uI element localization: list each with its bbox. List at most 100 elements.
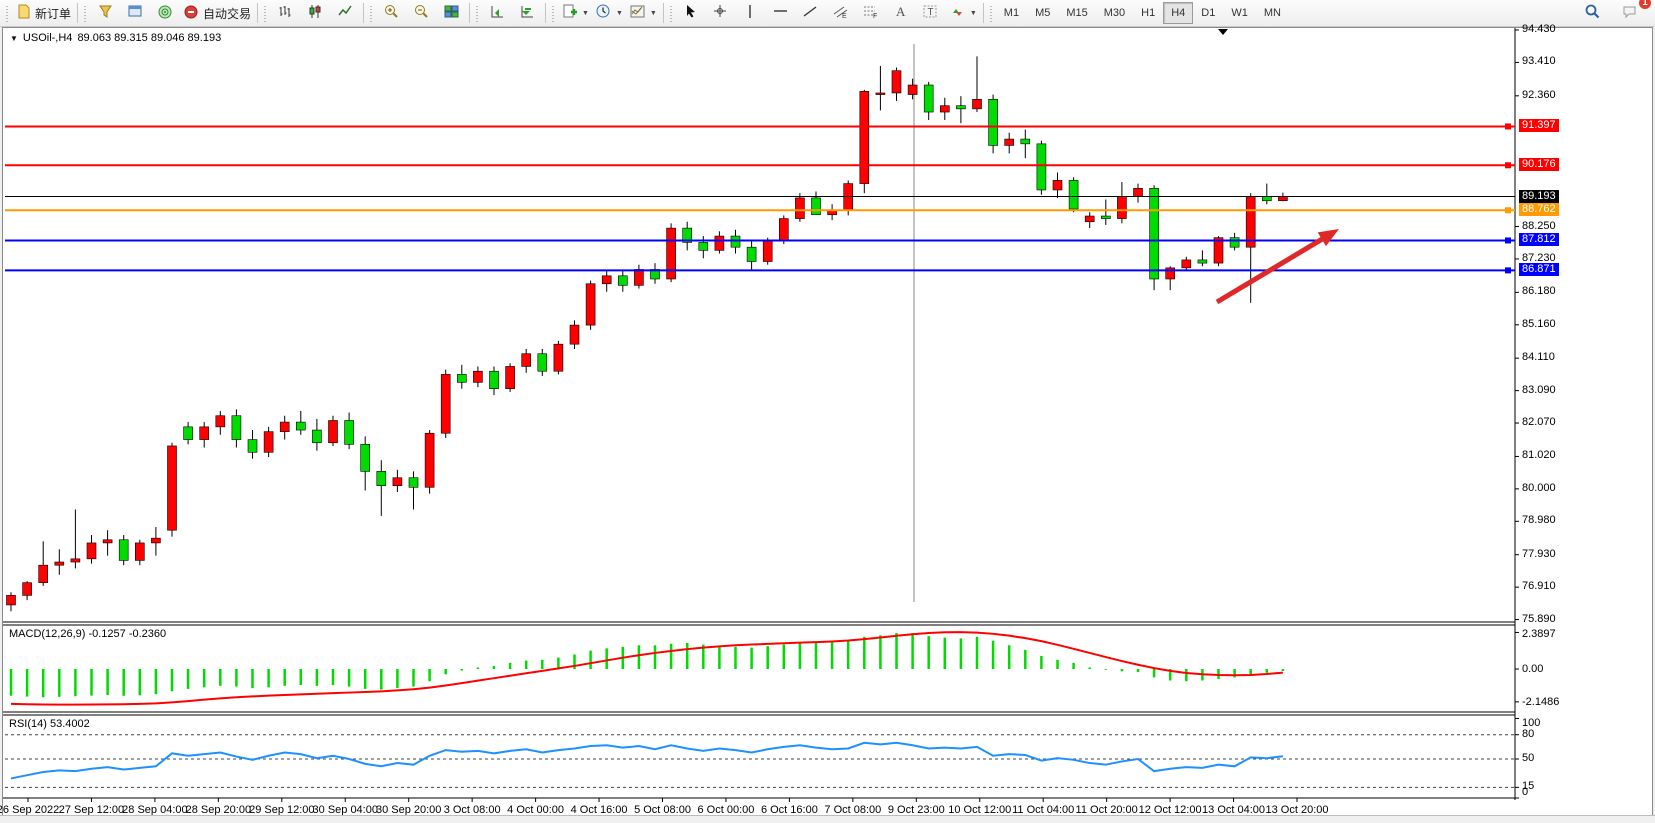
vline-button[interactable] bbox=[736, 1, 766, 25]
notifications-button[interactable]: 1 bbox=[1615, 0, 1651, 25]
timeframe-h4-button[interactable]: H4 bbox=[1163, 2, 1194, 24]
timeframe-m30-button[interactable]: M30 bbox=[1103, 7, 1126, 19]
toolbar-drag-handle[interactable] bbox=[988, 4, 994, 22]
new-order-icon bbox=[15, 3, 32, 23]
date-axis-tick: 28 Sep 20:00 bbox=[185, 804, 252, 816]
dropdown-arrow-icon[interactable]: ▼ bbox=[969, 9, 977, 17]
price-axis-tick: 94.430 bbox=[1522, 23, 1556, 35]
price-axis-tick: 88.250 bbox=[1522, 219, 1556, 232]
date-axis-tick: 13 Oct 04:00 bbox=[1202, 804, 1266, 816]
zoom-out-button[interactable] bbox=[406, 1, 436, 25]
trendline-icon bbox=[802, 3, 819, 23]
toolbar-drag-handle[interactable] bbox=[263, 4, 269, 22]
dropdown-arrow-icon[interactable]: ▼ bbox=[582, 9, 589, 17]
timeframe-h1-button[interactable]: H1 bbox=[1141, 7, 1156, 19]
symbol-label: ▼ USOil-,H4 89.063 89.315 89.046 89.193 bbox=[10, 32, 221, 44]
candle-chart-button[interactable] bbox=[300, 1, 330, 25]
market-watch-button[interactable] bbox=[120, 1, 150, 25]
new-order-button-label: 新订单 bbox=[35, 6, 72, 21]
date-axis-tick: 7 Oct 08:00 bbox=[824, 804, 882, 816]
macd-axis-tick: 2.3897 bbox=[1522, 628, 1556, 640]
toolbar-drag-handle[interactable] bbox=[475, 4, 481, 22]
toolbar-drag-handle[interactable] bbox=[369, 4, 375, 22]
chart-shift-button[interactable] bbox=[512, 1, 542, 25]
fibonacci-button[interactable]: F bbox=[856, 1, 886, 25]
radar-button[interactable] bbox=[150, 1, 180, 25]
fibonacci-icon: F bbox=[862, 3, 879, 23]
tile-windows-button[interactable] bbox=[436, 1, 466, 25]
vline-icon bbox=[742, 3, 759, 23]
auto-trading-button[interactable]: 自动交易 bbox=[180, 1, 254, 25]
date-axis-tick: 27 Sep 12:00 bbox=[58, 804, 125, 816]
chart-canvas[interactable]: ▼ USOil-,H4 89.063 89.315 89.046 89.193 … bbox=[0, 23, 1653, 816]
timeframe-m5-button[interactable]: M5 bbox=[1035, 7, 1051, 19]
toolbar-separator bbox=[257, 3, 259, 23]
rsi-axis-tick: 15 bbox=[1522, 780, 1535, 793]
search-button[interactable] bbox=[1577, 1, 1607, 25]
date-axis-tick: 26 Sep 2022 bbox=[0, 804, 60, 816]
date-axis-tick: 4 Oct 16:00 bbox=[570, 804, 628, 816]
macd-axis-tick: -2.1486 bbox=[1522, 695, 1560, 708]
trend-arrow bbox=[1215, 234, 1329, 305]
bar-chart-icon bbox=[277, 3, 294, 23]
add-indicator-button[interactable]: ▼ bbox=[558, 1, 592, 25]
crosshair-button[interactable] bbox=[706, 1, 736, 25]
radar-icon bbox=[157, 3, 174, 23]
arrows-button[interactable]: ▼ bbox=[946, 1, 980, 25]
label-button[interactable]: T bbox=[916, 1, 946, 25]
timeframe-m1-button[interactable]: M1 bbox=[1003, 7, 1020, 19]
auto-scroll-icon bbox=[489, 3, 506, 23]
auto-scroll-button[interactable] bbox=[482, 1, 512, 25]
text-button[interactable]: A bbox=[886, 1, 916, 25]
date-axis-tick: 6 Oct 16:00 bbox=[760, 804, 818, 816]
timeframe-w1-button[interactable]: W1 bbox=[1231, 7, 1248, 19]
symbol-ohlc-values: 89.063 89.315 89.046 89.193 bbox=[77, 32, 222, 44]
cursor-button[interactable] bbox=[676, 1, 706, 25]
templates-button[interactable]: ▼ bbox=[626, 1, 660, 25]
trendline-button[interactable] bbox=[796, 1, 826, 25]
toolbar-drag-handle[interactable] bbox=[5, 4, 10, 22]
funnel-button[interactable] bbox=[90, 1, 120, 25]
rsi-axis-tick: 50 bbox=[1522, 752, 1535, 764]
rsi-line bbox=[10, 741, 1284, 780]
text-icon: A bbox=[892, 3, 909, 23]
date-axis-tick: 4 Oct 00:00 bbox=[507, 804, 565, 816]
arrows-icon bbox=[949, 3, 966, 23]
svg-text:A: A bbox=[896, 4, 906, 19]
toolbar-drag-handle[interactable] bbox=[551, 4, 557, 22]
label-icon: T bbox=[922, 3, 939, 23]
date-axis-tick: 29 Sep 12:00 bbox=[249, 804, 315, 816]
channel-button[interactable]: E bbox=[826, 1, 856, 25]
new-order-button[interactable]: 新订单 bbox=[12, 1, 74, 25]
timeframe-d1-button[interactable]: D1 bbox=[1201, 7, 1216, 19]
symbol-dropdown-icon[interactable]: ▼ bbox=[10, 33, 18, 43]
date-axis-tick: 9 Oct 23:00 bbox=[887, 804, 945, 816]
bar-chart-button[interactable] bbox=[270, 1, 300, 25]
date-axis-tick: 5 Oct 08:00 bbox=[634, 804, 691, 816]
price-axis-tick: 78.980 bbox=[1522, 514, 1556, 527]
date-axis-tick: 11 Oct 04:00 bbox=[1012, 804, 1075, 816]
crosshair-icon bbox=[712, 3, 729, 23]
price-level-badge: 90.176 bbox=[1519, 158, 1559, 172]
zoom-in-button[interactable] bbox=[376, 1, 406, 25]
timeframe-m15-button[interactable]: M15 bbox=[1066, 7, 1088, 19]
price-axis-tick: 80.000 bbox=[1522, 481, 1556, 494]
dropdown-arrow-icon[interactable]: ▼ bbox=[649, 9, 657, 17]
periods-button[interactable]: ▼ bbox=[592, 1, 626, 25]
toolbar-separator bbox=[469, 3, 471, 23]
chart-shift-icon bbox=[519, 3, 536, 23]
toolbar-separator bbox=[982, 3, 984, 23]
add-indicator-icon bbox=[561, 3, 578, 23]
price-axis-tick: 87.230 bbox=[1522, 251, 1556, 264]
hline-button[interactable] bbox=[766, 1, 796, 25]
date-axis-tick: 13 Oct 20:00 bbox=[1265, 804, 1329, 816]
date-axis-tick: 28 Sep 04:00 bbox=[122, 804, 188, 816]
dropdown-arrow-icon[interactable]: ▼ bbox=[615, 9, 623, 17]
timeframe-mn-button[interactable]: MN bbox=[1263, 7, 1281, 19]
line-chart-button[interactable] bbox=[330, 1, 360, 25]
chat-icon bbox=[1622, 3, 1639, 23]
toolbar-drag-handle[interactable] bbox=[668, 4, 674, 22]
price-level-badge: 89.193 bbox=[1519, 189, 1559, 203]
toolbar-drag-handle[interactable] bbox=[83, 4, 89, 22]
